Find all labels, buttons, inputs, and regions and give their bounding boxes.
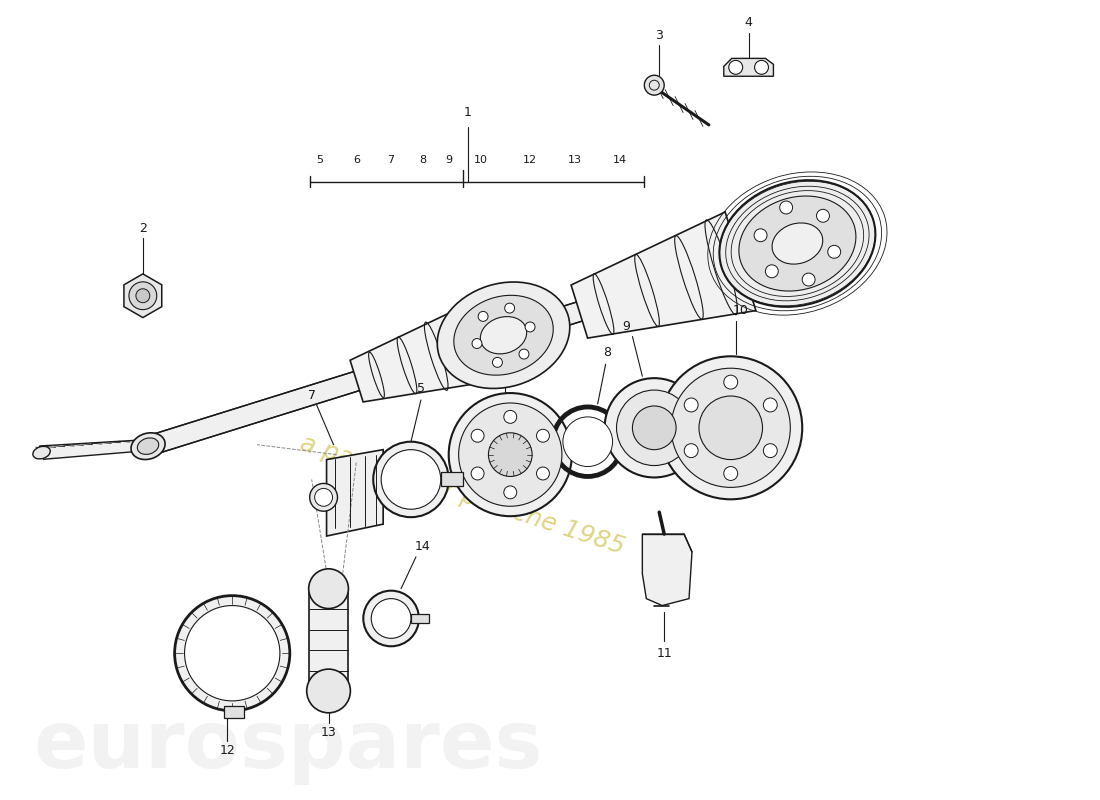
- Polygon shape: [571, 212, 756, 338]
- Circle shape: [632, 406, 676, 450]
- Text: 2: 2: [139, 222, 146, 234]
- Ellipse shape: [33, 446, 51, 459]
- Text: 5: 5: [316, 154, 323, 165]
- Circle shape: [471, 430, 484, 442]
- Circle shape: [802, 273, 815, 286]
- Circle shape: [459, 403, 562, 506]
- Circle shape: [175, 596, 289, 711]
- Circle shape: [129, 282, 157, 310]
- Text: 12: 12: [219, 744, 235, 757]
- Text: 6: 6: [353, 154, 360, 165]
- Polygon shape: [124, 274, 162, 318]
- Polygon shape: [724, 58, 773, 76]
- Text: 4: 4: [745, 16, 752, 29]
- Circle shape: [504, 486, 517, 499]
- Circle shape: [505, 303, 515, 313]
- Text: 9: 9: [623, 320, 630, 333]
- Text: 5: 5: [417, 382, 425, 394]
- Circle shape: [363, 590, 419, 646]
- Circle shape: [755, 229, 767, 242]
- Text: 10: 10: [473, 154, 487, 165]
- Text: 14: 14: [613, 154, 627, 165]
- Polygon shape: [642, 534, 692, 606]
- Text: 9: 9: [446, 154, 452, 165]
- Circle shape: [373, 442, 449, 517]
- FancyBboxPatch shape: [224, 706, 244, 718]
- Circle shape: [493, 358, 503, 367]
- Text: 8: 8: [604, 346, 612, 359]
- Text: 3: 3: [656, 29, 663, 42]
- Circle shape: [763, 398, 778, 412]
- Text: 8: 8: [419, 154, 427, 165]
- Circle shape: [780, 201, 793, 214]
- Ellipse shape: [481, 317, 527, 354]
- Circle shape: [185, 606, 279, 701]
- Circle shape: [537, 430, 549, 442]
- Polygon shape: [150, 217, 856, 454]
- Circle shape: [372, 598, 411, 638]
- Circle shape: [816, 210, 829, 222]
- Ellipse shape: [454, 295, 553, 375]
- Text: 10: 10: [733, 304, 749, 317]
- Circle shape: [684, 444, 699, 458]
- Text: 12: 12: [524, 154, 537, 165]
- Circle shape: [724, 466, 738, 481]
- Circle shape: [504, 410, 517, 423]
- Circle shape: [563, 417, 613, 466]
- Circle shape: [525, 322, 535, 332]
- Circle shape: [724, 375, 738, 389]
- Circle shape: [309, 569, 349, 609]
- Circle shape: [315, 488, 332, 506]
- Text: eurospares: eurospares: [34, 706, 543, 785]
- Polygon shape: [350, 300, 502, 402]
- Circle shape: [478, 311, 488, 322]
- Circle shape: [659, 356, 802, 499]
- Text: 11: 11: [657, 646, 672, 660]
- Text: a passion for porsche 1985: a passion for porsche 1985: [297, 431, 628, 559]
- Circle shape: [828, 246, 840, 258]
- Polygon shape: [327, 450, 383, 536]
- Circle shape: [449, 393, 572, 516]
- Polygon shape: [40, 439, 154, 459]
- Circle shape: [537, 467, 549, 480]
- Ellipse shape: [772, 223, 823, 264]
- Circle shape: [763, 444, 778, 458]
- Ellipse shape: [438, 282, 570, 389]
- Circle shape: [382, 450, 441, 510]
- Circle shape: [136, 289, 150, 302]
- Text: 7: 7: [387, 154, 395, 165]
- Ellipse shape: [719, 180, 876, 307]
- Ellipse shape: [131, 433, 165, 459]
- Circle shape: [310, 483, 338, 511]
- Circle shape: [616, 390, 692, 466]
- Text: 13: 13: [568, 154, 582, 165]
- Circle shape: [472, 338, 482, 349]
- Circle shape: [471, 467, 484, 480]
- Circle shape: [766, 265, 779, 278]
- Text: 13: 13: [321, 726, 337, 739]
- Circle shape: [671, 368, 790, 487]
- Circle shape: [698, 396, 762, 459]
- FancyBboxPatch shape: [441, 473, 463, 486]
- Text: 6: 6: [502, 337, 509, 350]
- Circle shape: [684, 398, 699, 412]
- Text: 14: 14: [415, 541, 431, 554]
- Circle shape: [519, 349, 529, 359]
- Text: 1: 1: [463, 106, 472, 118]
- Circle shape: [307, 669, 351, 713]
- Polygon shape: [309, 589, 349, 691]
- Text: 7: 7: [308, 389, 316, 402]
- Ellipse shape: [739, 196, 856, 291]
- Circle shape: [755, 60, 769, 74]
- Ellipse shape: [138, 438, 158, 454]
- FancyBboxPatch shape: [411, 614, 429, 623]
- Circle shape: [645, 75, 664, 95]
- Circle shape: [488, 433, 532, 477]
- Circle shape: [728, 60, 743, 74]
- Circle shape: [605, 378, 704, 478]
